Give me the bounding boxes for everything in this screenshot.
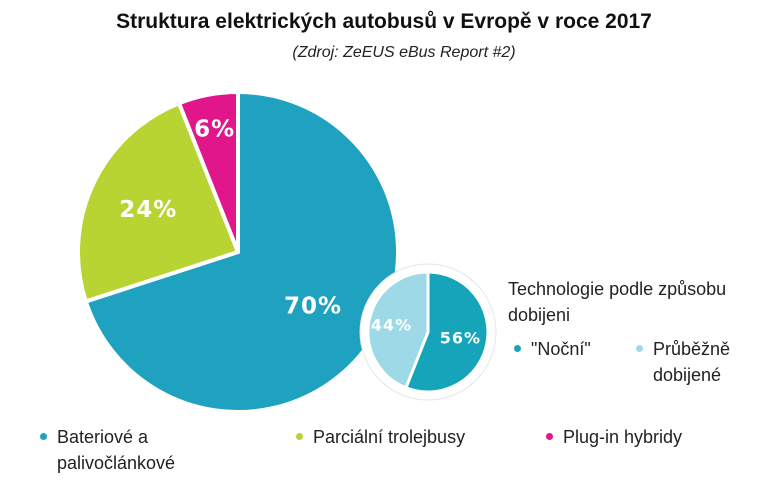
legend-marker <box>514 344 521 352</box>
pie-label-2: 6% <box>194 116 235 142</box>
legend-item-hybridy: Plug-in hybridy <box>546 424 682 450</box>
legend-marker <box>296 432 303 440</box>
pie-label-0: 70% <box>284 294 342 320</box>
legend-label: Parciální trolejbusy <box>313 427 466 447</box>
legend-label: Bateriové a palivočlánkové <box>57 427 176 473</box>
legend-item-trolejbusy: Parciální trolejbusy <box>296 424 465 450</box>
pie-label-1: 44% <box>371 316 412 335</box>
legend-item-prubezne: Průběžně dobijené <box>636 336 756 388</box>
legend-marker <box>546 432 553 440</box>
legend-label: Průběžně dobijené <box>653 339 731 385</box>
legend-item-bateriove: Bateriové a palivočlánkové <box>40 424 240 476</box>
small-pie: 56% 44% <box>359 263 497 401</box>
tech-pie-title: Technologie podle způsobu dobijeni <box>508 279 727 325</box>
legend-item-nocni: "Noční" <box>514 336 591 362</box>
pie-slice-0 <box>404 270 490 394</box>
chart-subtitle: (Zdroj: ZeEUS eBus Report #2) <box>292 44 516 61</box>
legend-marker <box>636 344 643 352</box>
pie-slice-1 <box>366 270 430 390</box>
pie-label-1: 24% <box>119 197 177 223</box>
pie-label-0: 56% <box>440 329 481 348</box>
main-pie: 70% 24% 6% <box>76 90 400 414</box>
legend-label: Plug-in hybridy <box>563 427 683 447</box>
legend-label: "Noční" <box>531 339 591 359</box>
chart-title: Struktura elektrických autobusů v Evropě… <box>116 10 652 33</box>
pie-slice-2 <box>177 90 240 254</box>
legend-marker <box>40 432 47 440</box>
